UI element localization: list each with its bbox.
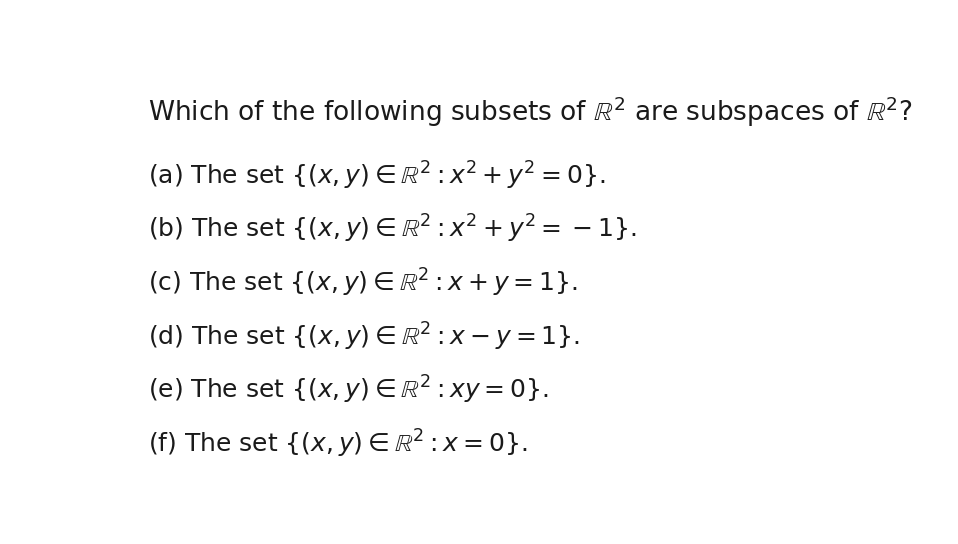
Text: (a) The set $\{(x, y) \in \mathbb{R}^2 : x^2 + y^2 = 0\}$.: (a) The set $\{(x, y) \in \mathbb{R}^2 :… bbox=[148, 159, 605, 191]
Text: Which of the following subsets of $\mathbb{R}^2$ are subspaces of $\mathbb{R}^2$: Which of the following subsets of $\math… bbox=[148, 95, 912, 129]
Text: (d) The set $\{(x, y) \in \mathbb{R}^2 : x - y = 1\}$.: (d) The set $\{(x, y) \in \mathbb{R}^2 :… bbox=[148, 320, 580, 353]
Text: (f) The set $\{(x, y) \in \mathbb{R}^2 : x = 0\}$.: (f) The set $\{(x, y) \in \mathbb{R}^2 :… bbox=[148, 428, 527, 460]
Text: (c) The set $\{(x, y) \in \mathbb{R}^2 : x + y = 1\}$.: (c) The set $\{(x, y) \in \mathbb{R}^2 :… bbox=[148, 267, 578, 299]
Text: (b) The set $\{(x, y) \in \mathbb{R}^2 : x^2 + y^2 = -1\}$.: (b) The set $\{(x, y) \in \mathbb{R}^2 :… bbox=[148, 213, 636, 245]
Text: (e) The set $\{(x, y) \in \mathbb{R}^2 : xy = 0\}$.: (e) The set $\{(x, y) \in \mathbb{R}^2 :… bbox=[148, 374, 549, 406]
